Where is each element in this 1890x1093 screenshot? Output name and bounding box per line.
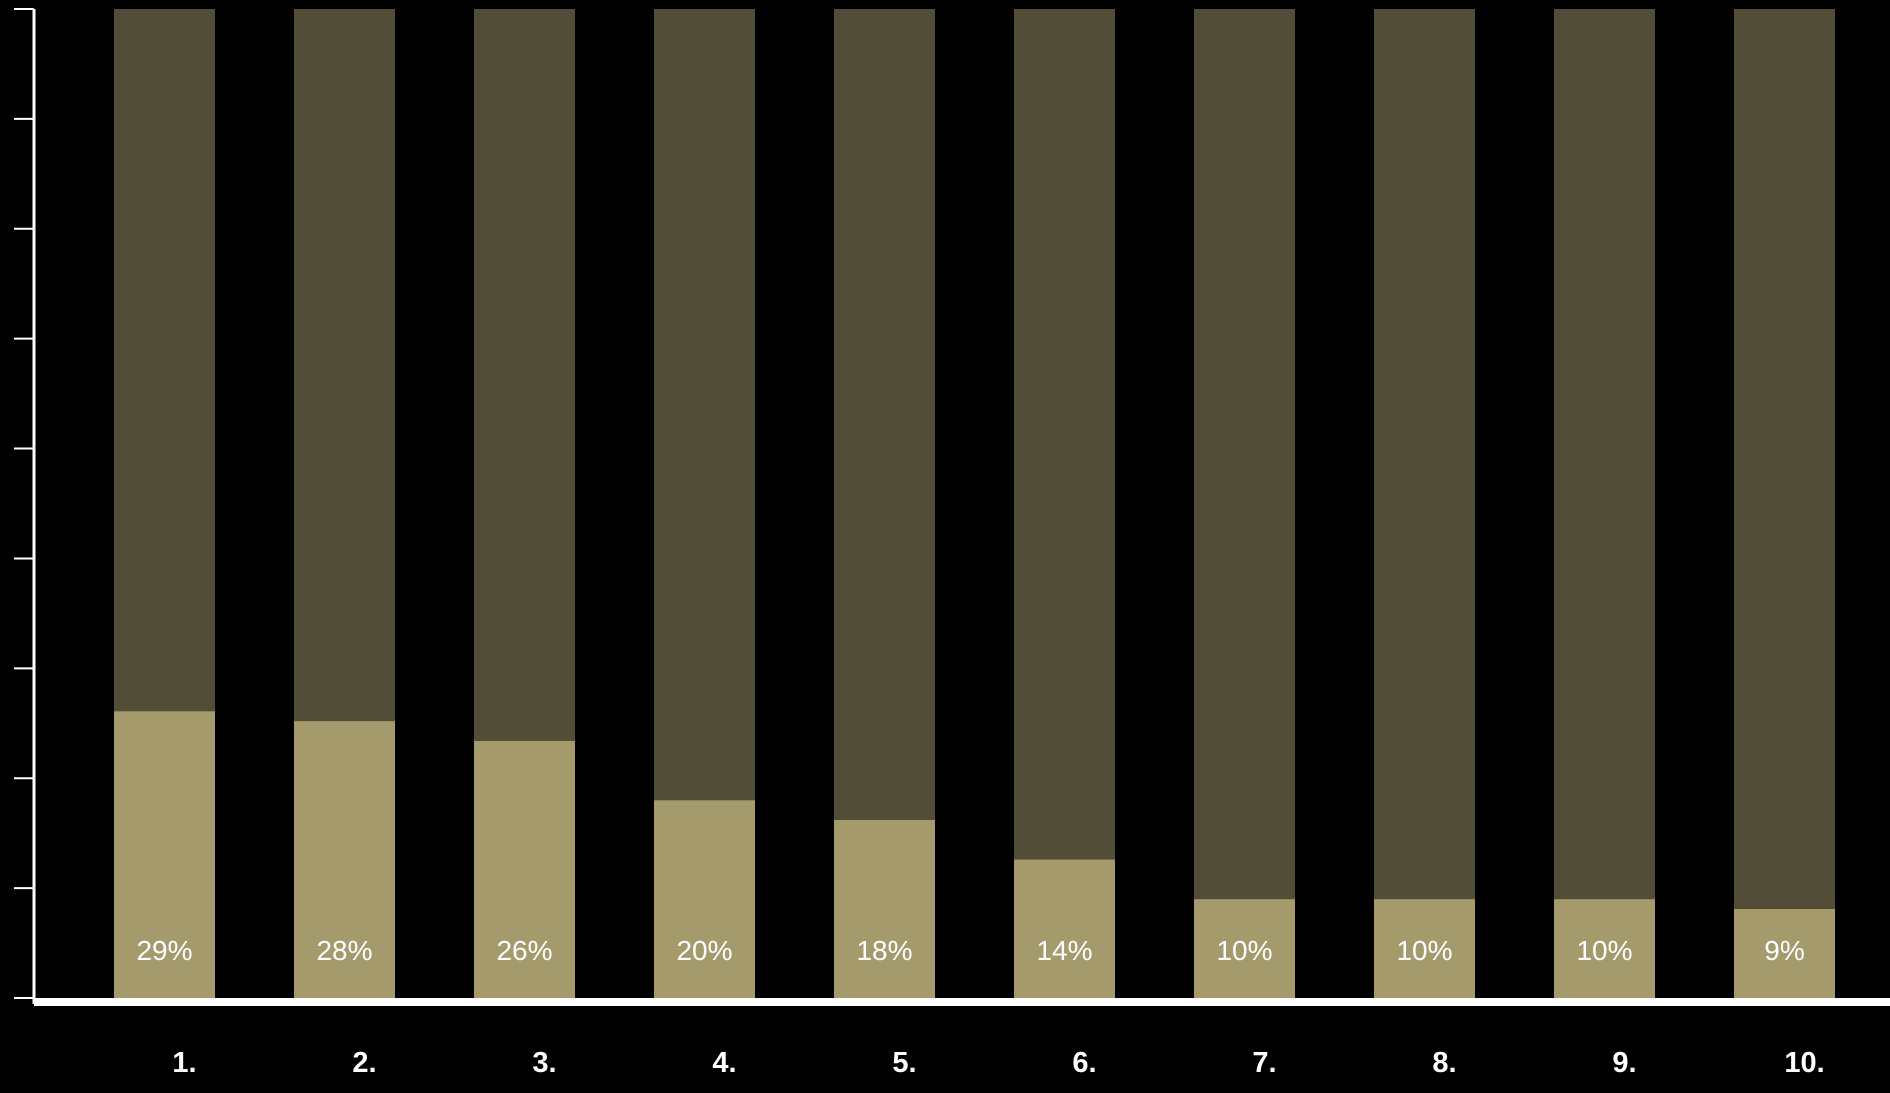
labels-layer: 29% 1. 28% 2. 26% 3. 20% 4. 18% 5. 14% 6. 10% 7. 10% 8.… [136, 935, 1824, 1079]
bar-value-label: 29% [136, 935, 192, 966]
x-tick-label: 10. [1784, 1047, 1824, 1079]
bar-value-label: 10% [1216, 935, 1272, 966]
bar-remainder [654, 9, 755, 801]
x-tick-label: 4. [712, 1047, 736, 1079]
bar-remainder [1374, 9, 1475, 900]
bar-value [1014, 859, 1115, 998]
bar-value-label: 14% [1036, 935, 1092, 966]
bars-layer [114, 9, 1835, 998]
bar-value-label: 20% [676, 935, 732, 966]
x-tick-label: 3. [532, 1047, 556, 1079]
x-tick-label: 1. [172, 1047, 196, 1079]
bar-value [1734, 908, 1835, 998]
x-tick-label: 5. [892, 1047, 916, 1079]
bar-value-label: 28% [316, 935, 372, 966]
bar-value [834, 819, 935, 998]
bar-remainder [1554, 9, 1655, 900]
bar-value [114, 711, 215, 998]
x-axis-line [34, 998, 1890, 1006]
x-tick-label: 8. [1432, 1047, 1456, 1079]
bar-value [1194, 899, 1295, 998]
bar-remainder [294, 9, 395, 722]
bar-value [1374, 899, 1475, 998]
bar-value-label: 9% [1764, 935, 1804, 966]
bar-value-label: 26% [496, 935, 552, 966]
x-tick-label: 7. [1252, 1047, 1276, 1079]
axis-layer [14, 8, 1890, 1006]
bar-value [1554, 899, 1655, 998]
x-tick-label: 9. [1612, 1047, 1636, 1079]
bar-value-label: 10% [1396, 935, 1452, 966]
bar-value-label: 10% [1576, 935, 1632, 966]
bar-value [654, 800, 755, 998]
bar-remainder [1734, 9, 1835, 909]
bar-remainder [1194, 9, 1295, 900]
bar-value [474, 740, 575, 998]
bar-remainder [1014, 9, 1115, 860]
bar-remainder [474, 9, 575, 741]
x-tick-label: 6. [1072, 1047, 1096, 1079]
bar-remainder [834, 9, 935, 820]
bar-value-label: 18% [856, 935, 912, 966]
bar-remainder [114, 9, 215, 712]
bar-value [294, 721, 395, 998]
x-tick-label: 2. [352, 1047, 376, 1079]
